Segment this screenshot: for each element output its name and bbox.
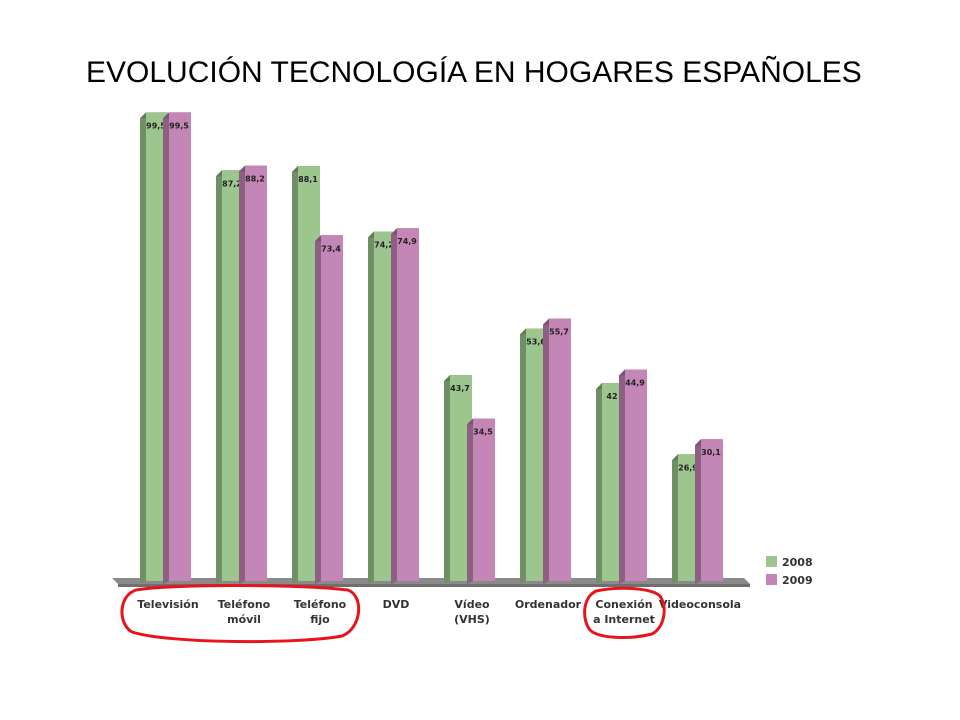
bar-2008-ordenador [526,328,548,581]
bar-side-2009-vídeo-vhs [467,418,473,584]
bar-value-label: 87,2 [222,179,242,188]
category-label: Videoconsola [659,598,741,611]
category-label: DVD [383,598,410,611]
legend-label-2008: 2008 [782,556,813,569]
bar-side-2009-dvd [391,228,397,584]
bar-side-2008-teléfono-móvil [216,170,222,584]
bar-value-label: 26,9 [678,463,698,472]
bar-side-2008-videoconsola [672,454,678,584]
bar-value-label: 42 [606,392,617,401]
bar-side-2008-dvd [368,231,374,584]
bar-side-2008-ordenador [520,328,526,584]
category-label: Ordenador [515,598,582,611]
category-label: Vídeo [454,598,490,611]
bar-value-label: 74,9 [397,237,417,246]
bar-side-2008-conexión-ainternet [596,383,602,584]
bar-side-2008-teléfono-fijo [292,166,298,584]
legend-swatch-2009 [766,574,777,585]
bar-2009-televisión [169,112,191,581]
bar-value-label: 99,5 [146,121,166,130]
bar-2008-conexión-ainternet [602,383,624,581]
category-label: Televisión [137,598,198,611]
bar-2008-vídeo-vhs [450,375,472,581]
category-label: a Internet [593,613,655,626]
slide-title: EVOLUCIÓN TECNOLOGÍA EN HOGARES ESPAÑOLE… [86,56,862,89]
bar-value-label: 74,2 [374,241,394,250]
bar-side-2009-conexión-ainternet [619,369,625,584]
bar-2009-teléfono-fijo [321,235,343,581]
bar-2009-ordenador [549,318,571,581]
bar-side-2009-videoconsola [695,439,701,584]
bar-2008-teléfono-fijo [298,166,320,581]
category-label: fijo [310,613,330,626]
bar-value-label: 44,9 [625,379,645,388]
bar-2008-teléfono-móvil [222,170,244,581]
bar-side-2009-ordenador [543,318,549,584]
bar-value-label: 34,5 [473,428,493,437]
bar-value-label: 88,2 [245,175,265,184]
chart-floor-edge [118,584,750,587]
bar-value-label: 30,1 [701,448,721,457]
bar-side-2008-televisión [140,112,146,584]
bar-side-2008-vídeo-vhs [444,375,450,584]
bar-value-label: 73,4 [321,244,341,253]
legend-label-2009: 2009 [782,574,813,587]
legend-swatch-2008 [766,556,777,567]
bar-value-label: 88,1 [298,175,318,184]
bar-2008-dvd [374,231,396,581]
category-label: Conexión [595,598,652,611]
bar-value-label: 55,7 [549,328,569,337]
bar-side-2009-teléfono-fijo [315,235,321,584]
bar-2009-vídeo-vhs [473,418,495,581]
highlight-circle-telefonia-television [120,584,361,644]
bar-2009-teléfono-móvil [245,165,267,581]
bar-value-label: 53,6 [526,338,546,347]
category-label: (VHS) [454,613,490,626]
category-label: Teléfono [294,598,347,611]
bar-value-label: 43,7 [450,384,470,393]
bar-2008-videoconsola [678,454,700,581]
highlight-circle-internet [583,586,666,639]
bar-value-label: 99,5 [169,121,189,130]
bar-2009-videoconsola [701,439,723,581]
bar-2009-dvd [397,228,419,581]
chart-floor [112,578,750,584]
bar-2009-conexión-ainternet [625,369,647,581]
category-label: móvil [227,613,261,626]
bar-2008-televisión [146,112,168,581]
category-label: Teléfono [218,598,271,611]
bar-side-2009-teléfono-móvil [239,165,245,584]
bar-side-2009-televisión [163,112,169,584]
